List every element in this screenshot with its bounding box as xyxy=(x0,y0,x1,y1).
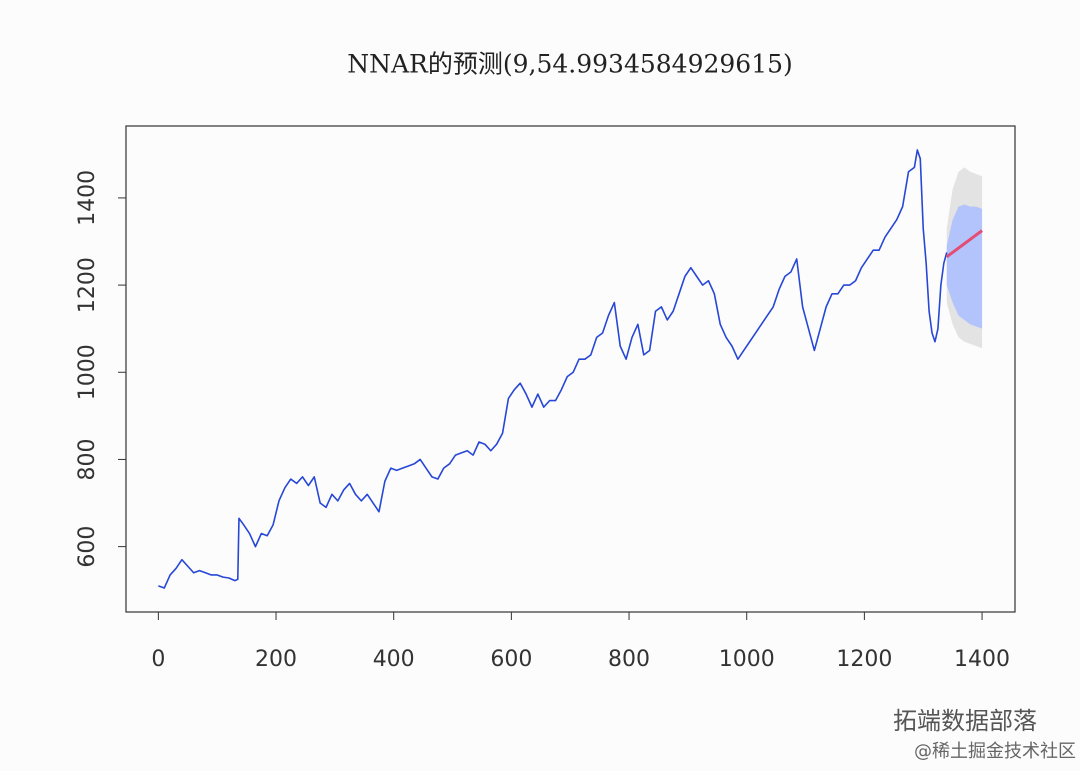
forecast-line xyxy=(945,229,983,258)
x-tick-label: 800 xyxy=(608,647,650,672)
x-tick-label: 0 xyxy=(151,647,165,672)
x-tick-label: 600 xyxy=(490,647,532,672)
x-tick-label: 1000 xyxy=(719,647,775,672)
series-line xyxy=(158,149,948,589)
y-tick-label: 1200 xyxy=(75,257,100,313)
chart-title: NNAR的预测(9,54.9934584929615) xyxy=(347,50,793,79)
x-tick-label: 200 xyxy=(255,647,297,672)
y-tick-label: 600 xyxy=(75,526,100,568)
y-tick-label: 1400 xyxy=(75,170,100,226)
y-tick-label: 1000 xyxy=(75,344,100,400)
x-tick-label: 1400 xyxy=(954,647,1010,672)
plot-frame xyxy=(125,125,1016,613)
watermark: @稀土掘金技术社区 xyxy=(914,741,1076,762)
y-tick-label: 800 xyxy=(75,438,100,480)
watermark: 拓端数据部落 xyxy=(893,707,1037,735)
x-tick-label: 1200 xyxy=(836,647,892,672)
x-tick-label: 400 xyxy=(373,647,415,672)
